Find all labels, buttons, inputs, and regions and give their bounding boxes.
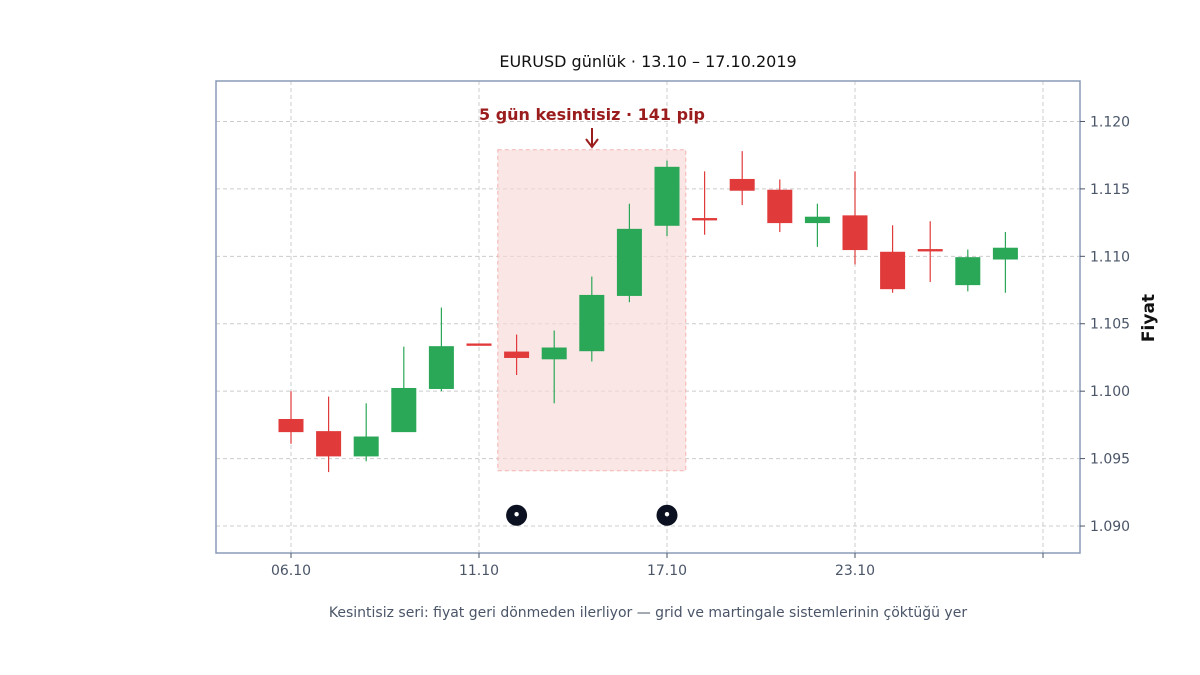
candle-body (767, 189, 793, 224)
candle-body (466, 343, 492, 346)
candle (466, 343, 492, 346)
candle-body (654, 166, 680, 226)
candle-body (391, 387, 417, 433)
candle (541, 330, 567, 404)
candle (917, 221, 943, 282)
y-tick-label: 1.115 (1090, 182, 1130, 198)
candle-body (880, 251, 906, 290)
chart-caption: Kesintisiz seri: fiyat geri dönmeden ile… (329, 605, 967, 621)
x-tick-label: 17.10 (647, 563, 687, 579)
candle-body (316, 431, 342, 457)
candle (767, 179, 793, 233)
candle-body (917, 249, 943, 252)
candle (729, 151, 755, 206)
candle (428, 307, 454, 392)
candle (353, 403, 379, 462)
y-tick-label: 1.100 (1090, 384, 1130, 400)
candle-layer (278, 151, 1018, 473)
candle (391, 346, 417, 433)
candle-body (955, 257, 981, 286)
candle-body (541, 347, 567, 360)
candle (654, 160, 680, 237)
candle (278, 391, 304, 444)
y-axis: 1.090 1.095 1.100 1.105 1.110 1.115 1.120 (1080, 114, 1130, 535)
x-axis: 06.10 11.10 17.10 23.10 (271, 553, 1044, 579)
y-tick-label: 1.095 (1090, 452, 1130, 468)
candle-body (729, 178, 755, 191)
candle (579, 276, 605, 362)
annotation-label: 5 gün kesintisiz · 141 pip (479, 105, 705, 124)
marker-center (664, 512, 670, 517)
candle (842, 171, 868, 265)
candle-body (616, 228, 642, 296)
candle (692, 171, 718, 235)
candle-body (353, 436, 379, 457)
candle-body (278, 418, 304, 433)
chart-title: EURUSD günlük · 13.10 – 17.10.2019 (499, 52, 796, 71)
candle (804, 203, 830, 247)
candle (504, 334, 530, 375)
candle-body (692, 218, 718, 221)
session-marker (656, 504, 678, 526)
y-tick-label: 1.090 (1090, 519, 1130, 535)
annotation-arrow (585, 128, 599, 149)
candle-body (504, 351, 530, 358)
x-tick-label: 11.10 (459, 563, 499, 579)
session-marker (506, 504, 528, 526)
candle (316, 396, 342, 473)
y-tick-label: 1.110 (1090, 249, 1130, 265)
y-axis-label: Fiyat (1139, 294, 1159, 342)
y-tick-label: 1.120 (1090, 114, 1130, 130)
y-tick-label: 1.105 (1090, 317, 1130, 333)
candle-body (428, 346, 454, 389)
x-tick-label: 23.10 (835, 563, 875, 579)
candle-body (579, 294, 605, 352)
marker-center (514, 512, 519, 517)
candle-body (842, 215, 868, 251)
plot-frame (215, 80, 1081, 554)
candle-body (992, 247, 1018, 260)
candle (616, 203, 642, 303)
candle-body (804, 216, 830, 224)
candle (880, 225, 906, 293)
grid-layer (216, 81, 1080, 553)
x-tick-label: 06.10 (271, 563, 311, 579)
candle (955, 249, 981, 292)
candle (992, 232, 1018, 293)
marker-layer (506, 504, 678, 526)
